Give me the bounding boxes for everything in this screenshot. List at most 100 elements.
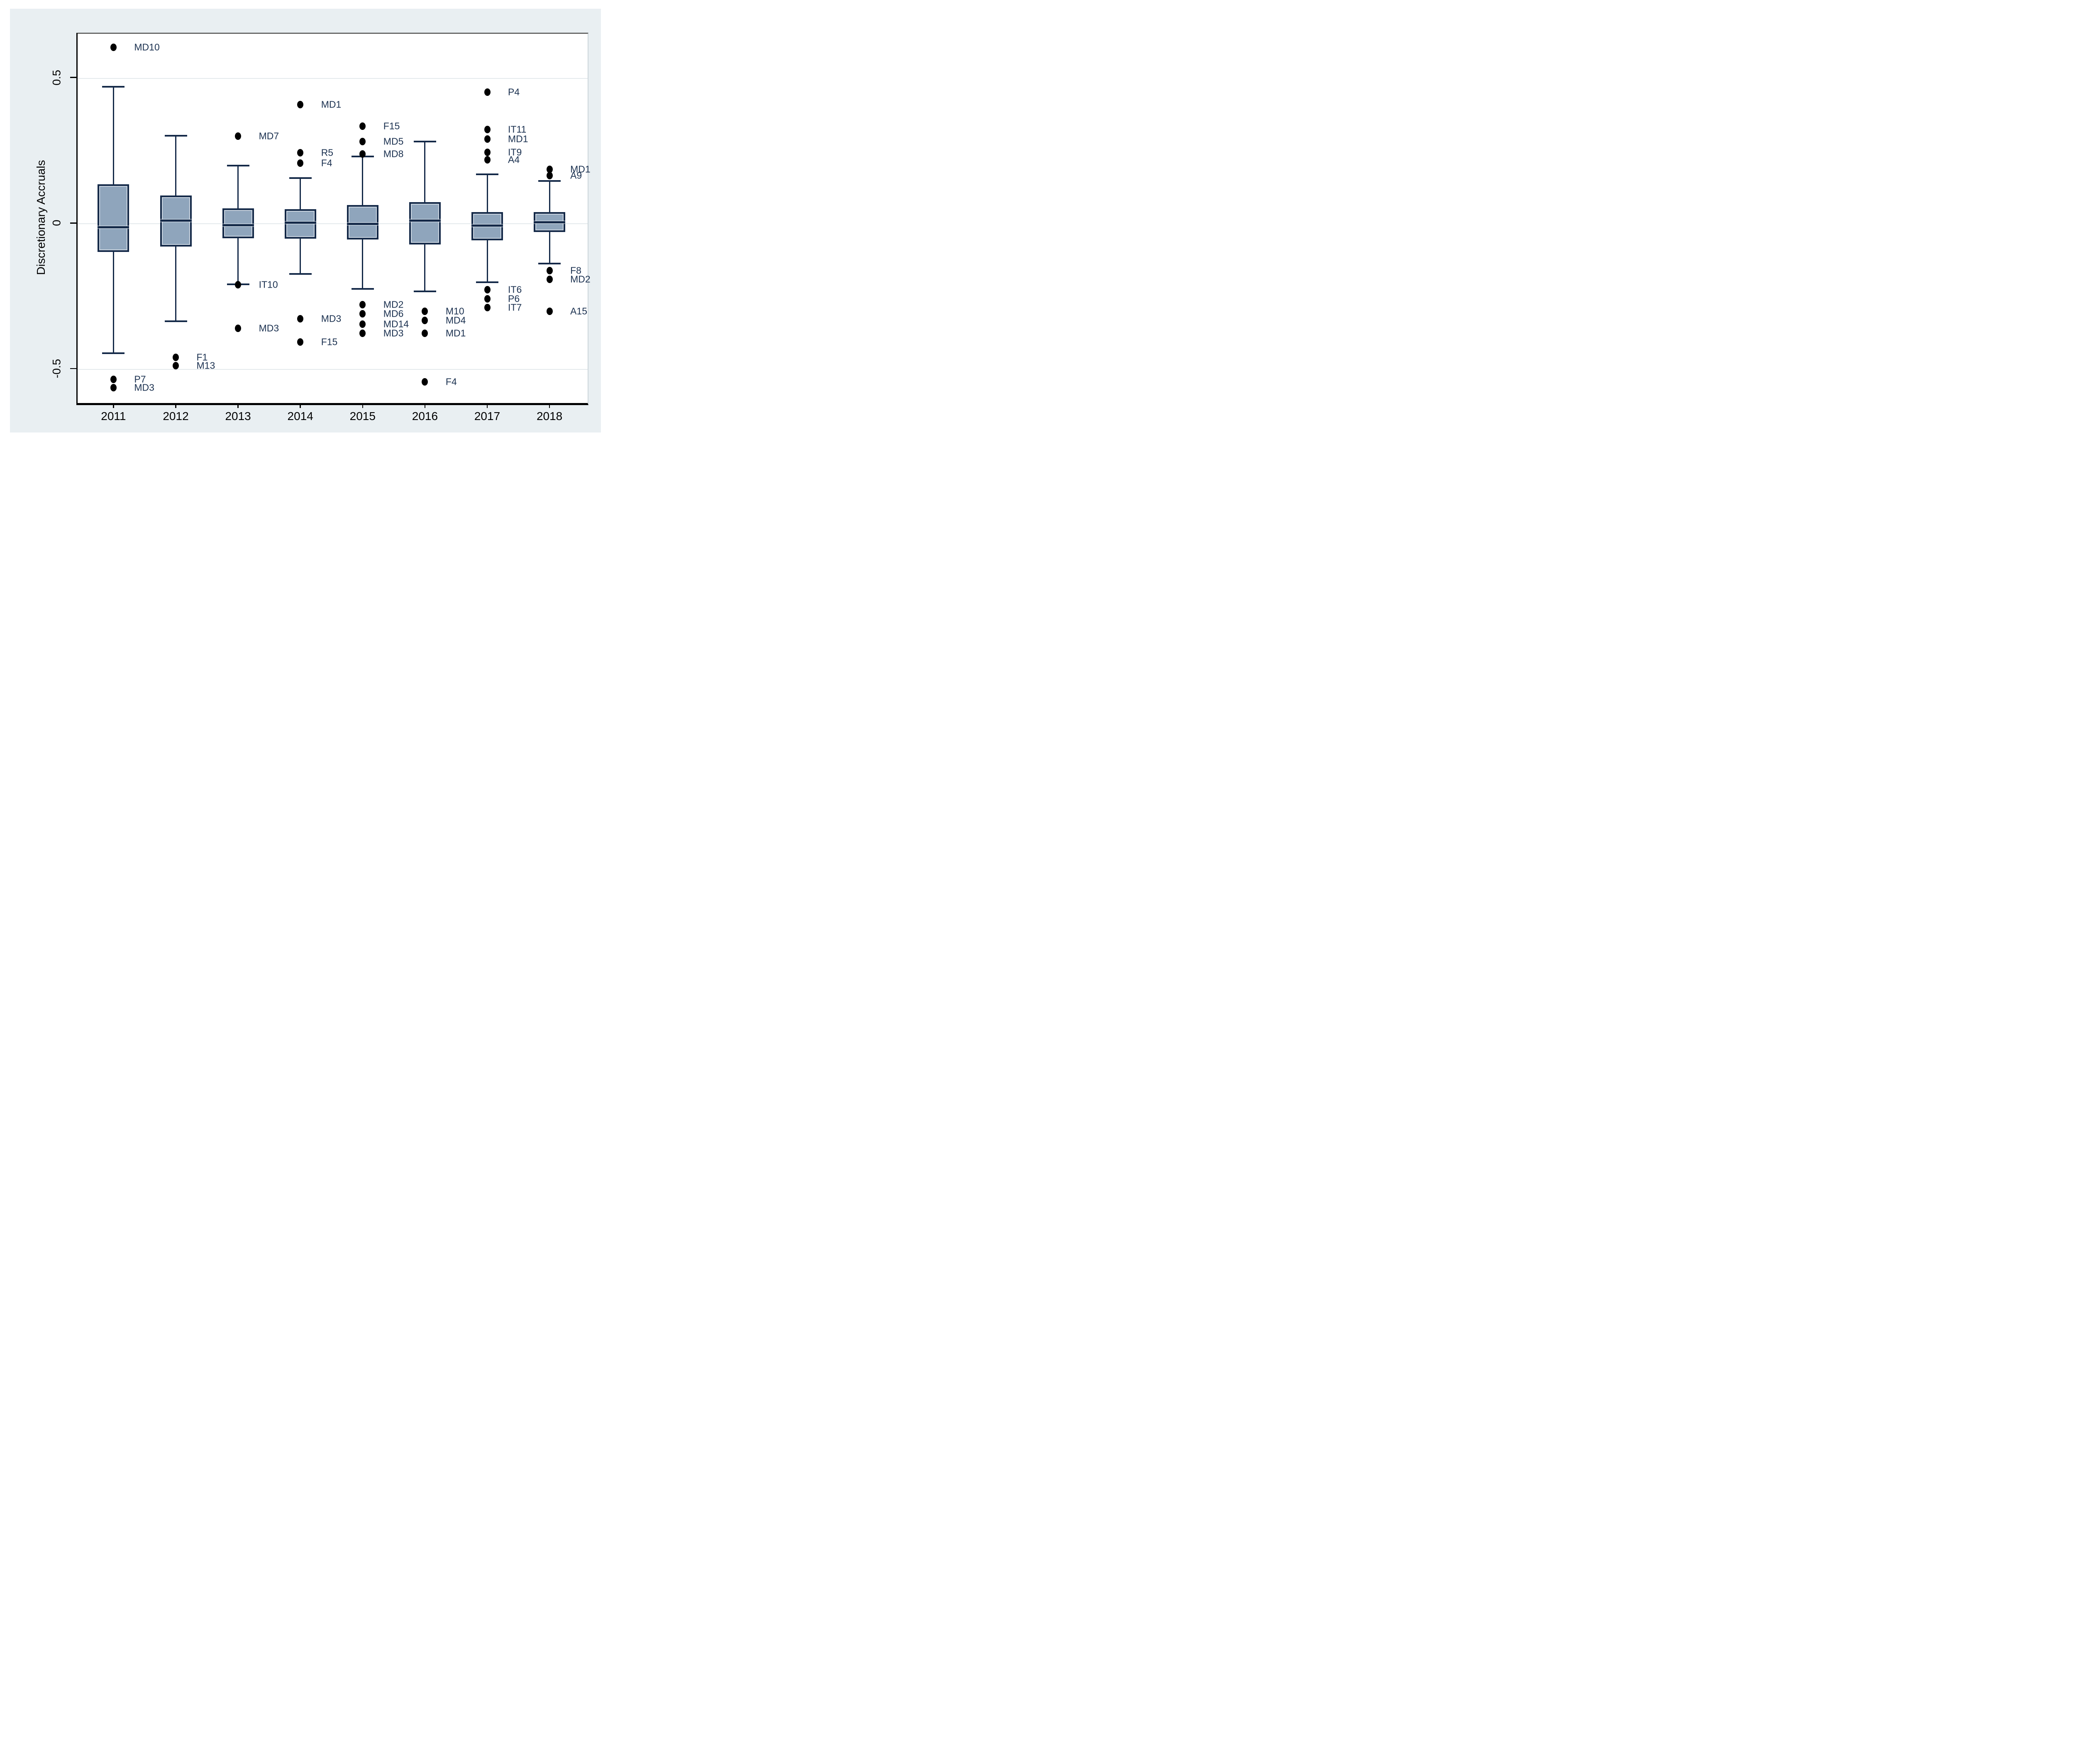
outlier-dot-2016-M10 <box>422 307 428 315</box>
outlier-label-2017-IT11: IT11 <box>508 124 527 135</box>
outlier-dot-2017-MD1 <box>484 135 491 143</box>
outlier-label-2015-MD6: MD6 <box>383 308 404 319</box>
outlier-label-2015-MD14: MD14 <box>383 318 409 330</box>
outlier-dot-2015-F15 <box>359 122 366 130</box>
outlier-label-2012-F1: F1 <box>196 352 208 363</box>
outlier-label-2015-F15: F15 <box>383 120 400 132</box>
whisker-cap-top-2012 <box>164 134 187 137</box>
outlier-label-2016-F4: F4 <box>445 376 457 387</box>
outlier-dot-2017-IT11 <box>484 126 491 134</box>
whisker-cap-top-2013 <box>227 165 249 167</box>
outlier-dot-2015-MD3 <box>359 330 366 337</box>
outlier-dot-2015-MD6 <box>359 310 366 318</box>
outlier-label-2016-MD1: MD1 <box>445 327 466 339</box>
gridline-0.5 <box>78 78 588 79</box>
outlier-dot-2014-F4 <box>297 159 304 167</box>
whisker-cap-bottom-2015 <box>351 288 374 290</box>
median-2018 <box>534 221 566 224</box>
gridline-0 <box>78 223 588 225</box>
outlier-label-2017-P4: P4 <box>508 86 520 98</box>
x-tick-label-2014: 2014 <box>287 410 313 423</box>
x-tick-2011 <box>113 404 114 408</box>
y-tick-label--0.5: -0.5 <box>50 359 63 379</box>
box-2014 <box>284 209 316 239</box>
outlier-label-2013-IT10: IT10 <box>259 279 278 290</box>
outlier-dot-2017-IT7 <box>484 303 491 311</box>
whisker-cap-top-2018 <box>538 180 561 182</box>
outlier-label-2011-MD3: MD3 <box>134 382 154 393</box>
whisker-cap-top-2011 <box>102 86 125 88</box>
outlier-label-2015-MD5: MD5 <box>383 136 404 147</box>
x-tick-2017 <box>486 404 488 408</box>
outlier-label-2018-MD1: MD1 <box>570 164 591 175</box>
outlier-dot-2011-P7 <box>110 376 117 383</box>
outlier-dot-2017-P4 <box>484 88 491 96</box>
outlier-label-2017-P6: P6 <box>508 293 520 304</box>
x-tick-label-2011: 2011 <box>101 410 126 423</box>
outlier-dot-2018-A15 <box>546 307 553 315</box>
outlier-dot-2018-MD2 <box>546 275 553 283</box>
outlier-label-2016-M10: M10 <box>445 305 464 317</box>
y-axis-title: Discretionary Accruals <box>34 160 47 275</box>
outlier-dot-2013-MD3 <box>235 324 242 332</box>
outlier-label-2015-MD8: MD8 <box>383 148 404 159</box>
x-tick-label-2015: 2015 <box>349 410 376 423</box>
outlier-dot-2017-IT6 <box>484 286 491 293</box>
y-tick--0.5 <box>70 368 76 369</box>
median-2013 <box>222 224 254 226</box>
box-2016 <box>409 202 441 244</box>
outlier-label-2018-A9: A9 <box>570 170 582 181</box>
x-tick-2014 <box>300 404 301 408</box>
chart-panel: Discretionary Accruals 0.5 0 -0.5 2011 2012 2… <box>10 9 601 432</box>
y-tick-label-0: 0 <box>50 220 63 226</box>
x-tick-2015 <box>362 404 364 408</box>
outlier-dot-2018-F8 <box>546 267 553 275</box>
outlier-dot-2016-MD1 <box>422 330 428 337</box>
outlier-dot-2014-MD3 <box>297 315 304 323</box>
x-tick-2016 <box>424 404 426 408</box>
outlier-dot-2014-MD1 <box>297 100 304 108</box>
box-2013 <box>222 208 254 238</box>
outlier-dot-2017-P6 <box>484 295 491 303</box>
outlier-label-2014-F15: F15 <box>321 336 338 347</box>
outlier-dot-2016-MD4 <box>422 317 428 325</box>
outlier-label-2017-A4: A4 <box>508 154 520 165</box>
outlier-label-2017-IT7: IT7 <box>508 302 522 313</box>
outlier-label-2016-MD4: MD4 <box>445 315 466 326</box>
outlier-dot-2017-IT9 <box>484 148 491 156</box>
box-2011 <box>98 184 129 252</box>
x-tick-label-2017: 2017 <box>474 410 500 423</box>
outlier-dot-2012-F1 <box>173 354 179 362</box>
outlier-dot-2018-A9 <box>546 172 553 180</box>
whisker-cap-top-2016 <box>413 141 436 143</box>
outlier-label-2014-R5: R5 <box>321 147 334 158</box>
x-tick-2012 <box>175 404 176 408</box>
outlier-label-2011-P7: P7 <box>134 374 146 385</box>
whisker-cap-bottom-2014 <box>289 273 312 275</box>
outlier-label-2014-MD3: MD3 <box>321 313 342 324</box>
median-2015 <box>347 222 378 225</box>
y-tick-0.5 <box>70 77 76 78</box>
outlier-label-2015-MD3: MD3 <box>383 327 404 339</box>
outlier-label-2018-A15: A15 <box>570 305 588 317</box>
outlier-label-2012-M13: M13 <box>196 360 215 371</box>
median-2011 <box>98 226 129 228</box>
outlier-label-2013-MD7: MD7 <box>259 130 279 142</box>
y-tick-0 <box>70 222 76 224</box>
whisker-cap-bottom-2017 <box>476 281 498 283</box>
median-2012 <box>160 219 192 222</box>
outlier-dot-2015-MD14 <box>359 320 366 328</box>
outlier-dot-2018-MD1 <box>546 165 553 173</box>
outlier-label-2017-IT6: IT6 <box>508 284 522 295</box>
whisker-cap-top-2017 <box>476 173 498 175</box>
whisker-cap-bottom-2012 <box>164 320 187 323</box>
outlier-dot-2014-R5 <box>297 149 304 156</box>
outlier-label-2018-MD2: MD2 <box>570 274 591 285</box>
x-tick-label-2016: 2016 <box>412 410 438 423</box>
outlier-dot-2016-F4 <box>422 378 428 386</box>
outlier-label-2011-MD10: MD10 <box>134 42 160 53</box>
figure-page: Discretionary Accruals 0.5 0 -0.5 2011 2012 2… <box>0 0 603 441</box>
box-2015 <box>347 205 378 240</box>
x-tick-2018 <box>549 404 550 408</box>
outlier-dot-2011-MD10 <box>110 43 117 51</box>
